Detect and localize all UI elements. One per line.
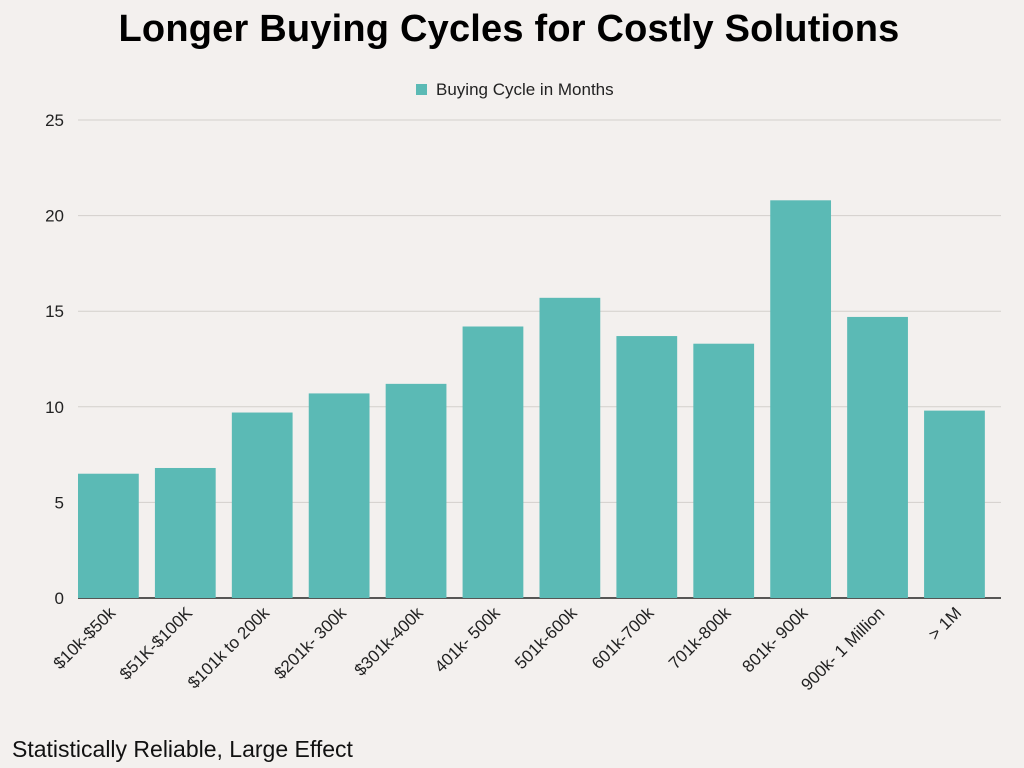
- x-tick-label: $101k to 200k: [184, 603, 273, 692]
- y-tick-label: 5: [55, 493, 64, 512]
- y-tick-label: 20: [45, 207, 64, 226]
- bar: [154, 467, 216, 598]
- bar: [847, 316, 908, 598]
- chart-footnote: Statistically Reliable, Large Effect: [12, 736, 353, 762]
- y-tick-label: 10: [45, 398, 64, 417]
- bar: [924, 410, 985, 598]
- x-tick-label: 701k-800k: [665, 603, 735, 673]
- x-tick-label: 601k-700k: [588, 603, 658, 673]
- x-tick-label: $201k- 300k: [270, 603, 350, 683]
- bar: [462, 326, 524, 598]
- x-tick-label: > 1M: [925, 603, 966, 644]
- chart-title: Longer Buying Cycles for Costly Solution…: [118, 8, 900, 50]
- legend-swatch: [416, 84, 427, 95]
- x-tick-label: 801k- 900k: [739, 603, 812, 676]
- y-axis-tick-labels: 0 5 10 15 20 25: [45, 111, 64, 608]
- bar: [539, 297, 601, 598]
- x-tick-label: $51K-$100K: [116, 603, 197, 684]
- bar: [78, 473, 139, 598]
- bars: [78, 200, 985, 598]
- x-tick-label: 401k- 500k: [431, 603, 504, 676]
- y-tick-label: 25: [45, 111, 64, 130]
- x-tick-label: 501k-600k: [511, 603, 581, 673]
- bar: [231, 412, 293, 598]
- x-tick-label: $10k-$50k: [50, 603, 120, 673]
- y-tick-label: 15: [45, 302, 64, 321]
- bar: [308, 393, 370, 598]
- x-tick-label: $301k-400k: [351, 603, 428, 680]
- bar: [616, 336, 678, 598]
- x-axis-tick-labels: $10k-$50k$51K-$100K$101k to 200k$201k- 3…: [50, 603, 966, 694]
- bar: [770, 200, 832, 598]
- legend-label: Buying Cycle in Months: [436, 80, 614, 99]
- y-tick-label: 0: [55, 589, 64, 608]
- bar: [385, 383, 447, 598]
- bar: [693, 343, 755, 598]
- legend: Buying Cycle in Months: [416, 80, 614, 99]
